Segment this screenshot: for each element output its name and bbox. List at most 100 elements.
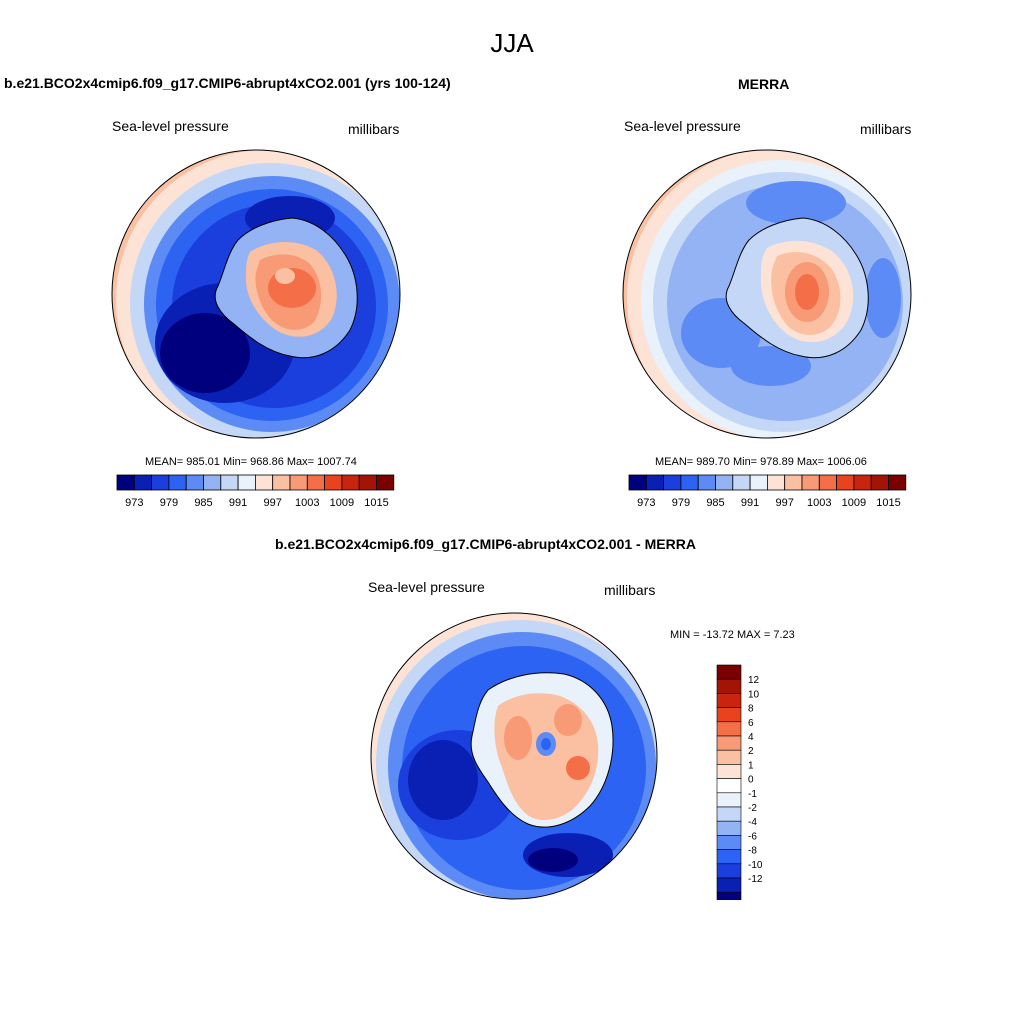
- colorbar-tick-label: 1: [748, 760, 754, 771]
- colorbar-swatch: [324, 474, 343, 491]
- colorbar-swatch: [289, 474, 308, 491]
- colorbar-tick-label: -10: [748, 860, 763, 871]
- colorbar-tick-label: -12: [748, 874, 763, 885]
- colorbar-tick-label: 997: [264, 497, 282, 509]
- colorbar-swatch: [716, 764, 742, 779]
- colorbar-swatch: [888, 474, 907, 491]
- colorbar-tick-label: -1: [748, 789, 757, 800]
- colorbar-swatch: [663, 474, 682, 491]
- colorbar-swatch: [716, 749, 742, 765]
- colorbar-swatch: [716, 778, 742, 794]
- colorbar-tick-label: 1003: [295, 497, 319, 509]
- colorbar-swatch: [716, 820, 742, 836]
- colorbar-swatch: [716, 707, 742, 723]
- colorbar-swatch: [715, 474, 734, 491]
- colorbar-tick-label: -6: [748, 831, 757, 842]
- colorbar-swatch: [376, 474, 395, 491]
- colorbar-tick-label: 4: [748, 732, 754, 743]
- colorbar-swatch: [766, 474, 786, 491]
- colorbar-swatch: [716, 792, 742, 808]
- polar-map-model: [111, 149, 401, 439]
- field-label-merra: Sea-level pressure: [624, 118, 741, 134]
- colorbar-swatch: [306, 474, 326, 491]
- colorbar-tick-labels: 973 979 985 991 997 1003 1009 1015: [125, 497, 389, 509]
- units-label-model: millibars: [348, 121, 400, 137]
- colorbar-swatch: [801, 474, 820, 491]
- colorbar-swatch: [853, 474, 872, 491]
- colorbar-tick-label: 985: [194, 497, 212, 509]
- colorbar-swatches: [116, 474, 395, 491]
- colorbar-swatches: [716, 664, 742, 900]
- colorbar-swatch: [716, 721, 742, 737]
- colorbar-tick-label: -2: [748, 803, 757, 814]
- colorbar-tick-label: -4: [748, 817, 757, 828]
- colorbar-tick-label: 12: [748, 675, 760, 686]
- colorbar-model: 973 979 985 991 997 1003 1009 1015: [116, 474, 395, 509]
- colorbar-swatch: [716, 877, 742, 893]
- colorbar-swatch: [716, 863, 742, 879]
- colorbar-tick-label: 973: [125, 497, 143, 509]
- colorbar-swatch: [203, 474, 222, 491]
- colorbar-swatches: [628, 474, 907, 491]
- panel-title-merra: MERRA: [738, 76, 790, 92]
- stats-merra: MEAN= 989.70 Min= 978.89 Max= 1006.06: [655, 456, 867, 468]
- colorbar-swatch: [254, 474, 274, 491]
- colorbar-swatch: [716, 693, 742, 708]
- colorbar-swatch: [341, 474, 360, 491]
- colorbar-tick-label: 991: [229, 497, 247, 509]
- colorbar-swatch: [168, 474, 187, 491]
- colorbar-tick-label: 997: [776, 497, 794, 509]
- field-label-model: Sea-level pressure: [112, 118, 229, 134]
- panel-title-model: b.e21.BCO2x4cmip6.f09_g17.CMIP6-abrupt4x…: [4, 75, 451, 91]
- colorbar-tick-label: 991: [741, 497, 759, 509]
- colorbar-swatch: [870, 474, 889, 491]
- colorbar-swatch: [716, 806, 742, 822]
- colorbar-tick-label: 2: [748, 746, 754, 757]
- colorbar-swatch: [133, 474, 152, 491]
- colorbar-swatch: [784, 474, 803, 491]
- colorbar-swatch: [749, 474, 768, 491]
- colorbar-swatch: [272, 474, 291, 491]
- colorbar-tick-label: 8: [748, 704, 754, 715]
- colorbar-tick-label: 985: [706, 497, 724, 509]
- colorbar-tick-label: 0: [748, 775, 754, 786]
- units-label-merra: millibars: [860, 121, 912, 137]
- field-label-diff: Sea-level pressure: [368, 579, 485, 595]
- units-label-diff: millibars: [604, 582, 656, 598]
- colorbar-tick-label: 1009: [842, 497, 866, 509]
- stats-model: MEAN= 985.01 Min= 968.86 Max= 1007.74: [145, 456, 357, 468]
- colorbar-swatch: [732, 474, 751, 491]
- colorbar-tick-label: 979: [160, 497, 178, 509]
- polar-map-diff: [370, 612, 658, 900]
- colorbar-swatch: [716, 678, 742, 694]
- colorbar-swatch: [185, 474, 204, 491]
- colorbar-swatch: [628, 474, 647, 491]
- colorbar-swatch: [645, 474, 664, 491]
- colorbar-swatch: [358, 474, 377, 491]
- colorbar-swatch: [716, 849, 742, 865]
- figure-title: JJA: [490, 28, 534, 58]
- colorbar-tick-label: -8: [748, 846, 757, 857]
- colorbar-tick-label: 979: [672, 497, 690, 509]
- panel-title-diff: b.e21.BCO2x4cmip6.f09_g17.CMIP6-abrupt4x…: [275, 536, 696, 552]
- colorbar-swatch: [151, 474, 170, 491]
- colorbar-tick-label: 973: [637, 497, 655, 509]
- colorbar-swatch: [716, 735, 742, 751]
- colorbar-swatch: [697, 474, 716, 491]
- colorbar-tick-label: 1003: [807, 497, 831, 509]
- colorbar-swatch: [237, 474, 256, 491]
- colorbar-tick-labels: 973 979 985 991 997 1003 1009 1015: [637, 497, 901, 509]
- colorbar-tick-label: 6: [748, 718, 754, 729]
- colorbar-swatch: [220, 474, 239, 491]
- stats-diff: MIN = -13.72 MAX = 7.23: [670, 629, 795, 641]
- colorbar-swatch: [116, 474, 135, 491]
- colorbar-swatch: [716, 835, 742, 850]
- colorbar-swatch: [818, 474, 838, 491]
- polar-map-merra: [622, 149, 912, 439]
- colorbar-swatch: [716, 664, 742, 680]
- colorbar-swatch: [680, 474, 699, 491]
- colorbar-tick-label: 10: [748, 689, 760, 700]
- colorbar-tick-label: 1015: [364, 497, 388, 509]
